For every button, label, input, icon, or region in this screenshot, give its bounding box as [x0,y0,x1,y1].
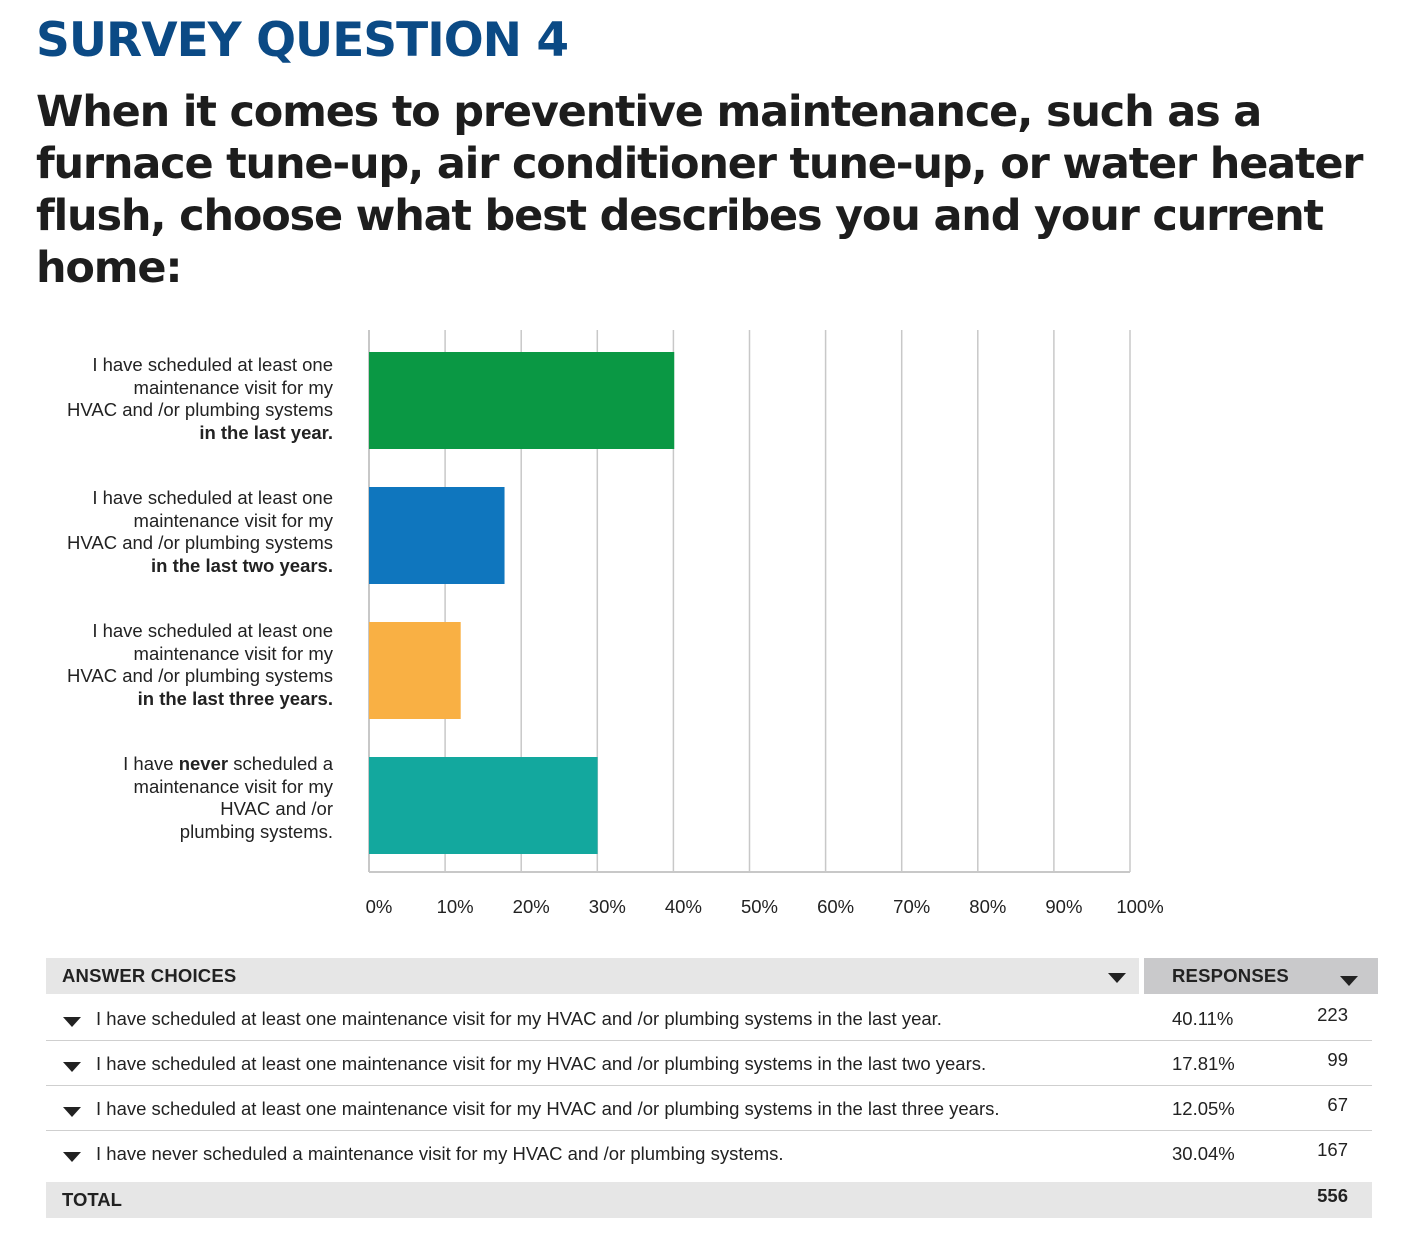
x-tick-label: 50% [740,896,779,917]
total-label: TOTAL [62,1189,122,1210]
bar-label-line: I have scheduled at least one [92,487,333,508]
caret-down-icon[interactable] [63,1017,81,1027]
responses-header-label: RESPONSES [1172,965,1289,986]
x-tick-label: 100% [1116,896,1164,917]
table-row: I have never scheduled a maintenance vis… [46,1131,1372,1175]
bar-label-line: plumbing systems. [179,820,333,842]
table-row: I have scheduled at least one maintenanc… [46,1041,1372,1086]
x-tick-label: 60% [817,896,855,917]
row-choice: I have scheduled at least one maintenanc… [96,1008,942,1029]
x-tick-label: 70% [893,896,931,917]
answer-choices-header-label: ANSWER CHOICES [62,965,237,986]
caret-down-icon[interactable] [63,1152,81,1162]
bar-label-line: HVAC and /or [220,798,333,819]
row-count: 67 [1327,1094,1348,1115]
table-row: I have scheduled at least one maintenanc… [46,1086,1372,1131]
x-tick-label: 10% [436,896,474,917]
x-tick-label: 20% [512,896,550,917]
responses-header[interactable]: RESPONSES [1144,958,1378,994]
total-row: TOTAL 556 [46,1182,1372,1218]
bar-label-line: I have scheduled at least one [92,620,333,641]
row-percent: 30.04% [1172,1143,1235,1164]
bar-label-emphasis: in the last three years. [137,687,333,709]
bar-label-line: I have [123,753,179,774]
row-count: 167 [1317,1139,1348,1160]
bar-chart: I have scheduled at least one maintenanc… [0,320,1423,930]
bar-label-line: maintenance visit for my [133,642,333,664]
bar-label-three-years: I have scheduled at least one maintenanc… [20,620,333,710]
row-choice: I have never scheduled a maintenance vis… [96,1143,784,1164]
row-percent: 40.11% [1172,1008,1234,1029]
bar-label-never: I have never scheduled a maintenance vis… [20,753,333,843]
x-tick-label: 30% [588,896,626,917]
question-text: When it comes to preventive maintenance,… [36,87,1364,293]
table-row: I have scheduled at least one maintenanc… [46,996,1372,1041]
bar-label-line: HVAC and /or plumbing systems [67,665,333,686]
row-percent: 17.81% [1172,1053,1235,1074]
bar [369,622,461,719]
bar-label-emphasis: in the last two years. [151,554,333,576]
row-choice: I have scheduled at least one maintenanc… [96,1053,987,1074]
bar-label-line: scheduled a [228,753,333,774]
bar-label-line: maintenance visit for my [133,376,333,398]
survey-title: SURVEY QUESTION 4 [36,13,569,68]
row-percent: 12.05% [1172,1098,1235,1119]
x-tick-label: 0% [365,896,393,917]
chart-plot [368,330,1131,873]
bar-label-line: HVAC and /or plumbing systems [67,532,333,553]
caret-down-icon[interactable] [63,1107,81,1117]
bar-label-emphasis: in the last year. [199,421,333,443]
bar-label-two-years: I have scheduled at least one maintenanc… [20,487,333,577]
x-tick-label: 80% [969,896,1007,917]
bar-label-line: I have scheduled at least one [92,354,333,375]
total-value: 556 [1317,1185,1348,1206]
row-choice: I have scheduled at least one maintenanc… [96,1098,1000,1119]
row-count: 99 [1327,1049,1348,1070]
bar-label-line: HVAC and /or plumbing systems [67,399,333,420]
caret-down-icon[interactable] [1340,976,1358,986]
bar-label-last-year: I have scheduled at least one maintenanc… [20,354,333,444]
x-tick-label: 40% [664,896,702,917]
bar [369,487,505,584]
bar [369,352,675,449]
bar-label-emphasis: never [178,753,229,774]
bar-label-line: maintenance visit for my [133,509,333,531]
caret-down-icon[interactable] [63,1062,81,1072]
answer-choices-header[interactable]: ANSWER CHOICES [46,958,1139,994]
bar-label-line: maintenance visit for my [133,775,333,797]
row-count: 223 [1317,1004,1348,1025]
x-tick-label: 90% [1045,896,1083,917]
caret-down-icon[interactable] [1108,973,1126,983]
bar [369,757,598,854]
